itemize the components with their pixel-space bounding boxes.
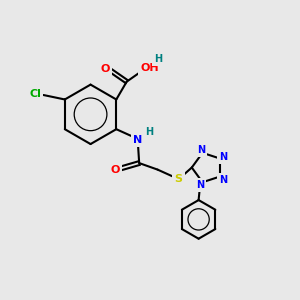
Text: O: O [100,64,110,74]
Text: N: N [219,152,227,162]
Text: N: N [219,175,227,184]
Text: O: O [110,165,119,175]
Text: H: H [145,127,153,137]
Text: N: N [133,135,142,145]
Text: S: S [174,174,182,184]
Text: Cl: Cl [29,88,41,98]
Text: H: H [154,54,162,64]
Text: N: N [197,145,205,155]
Text: OH: OH [141,63,159,73]
Text: N: N [196,180,204,190]
